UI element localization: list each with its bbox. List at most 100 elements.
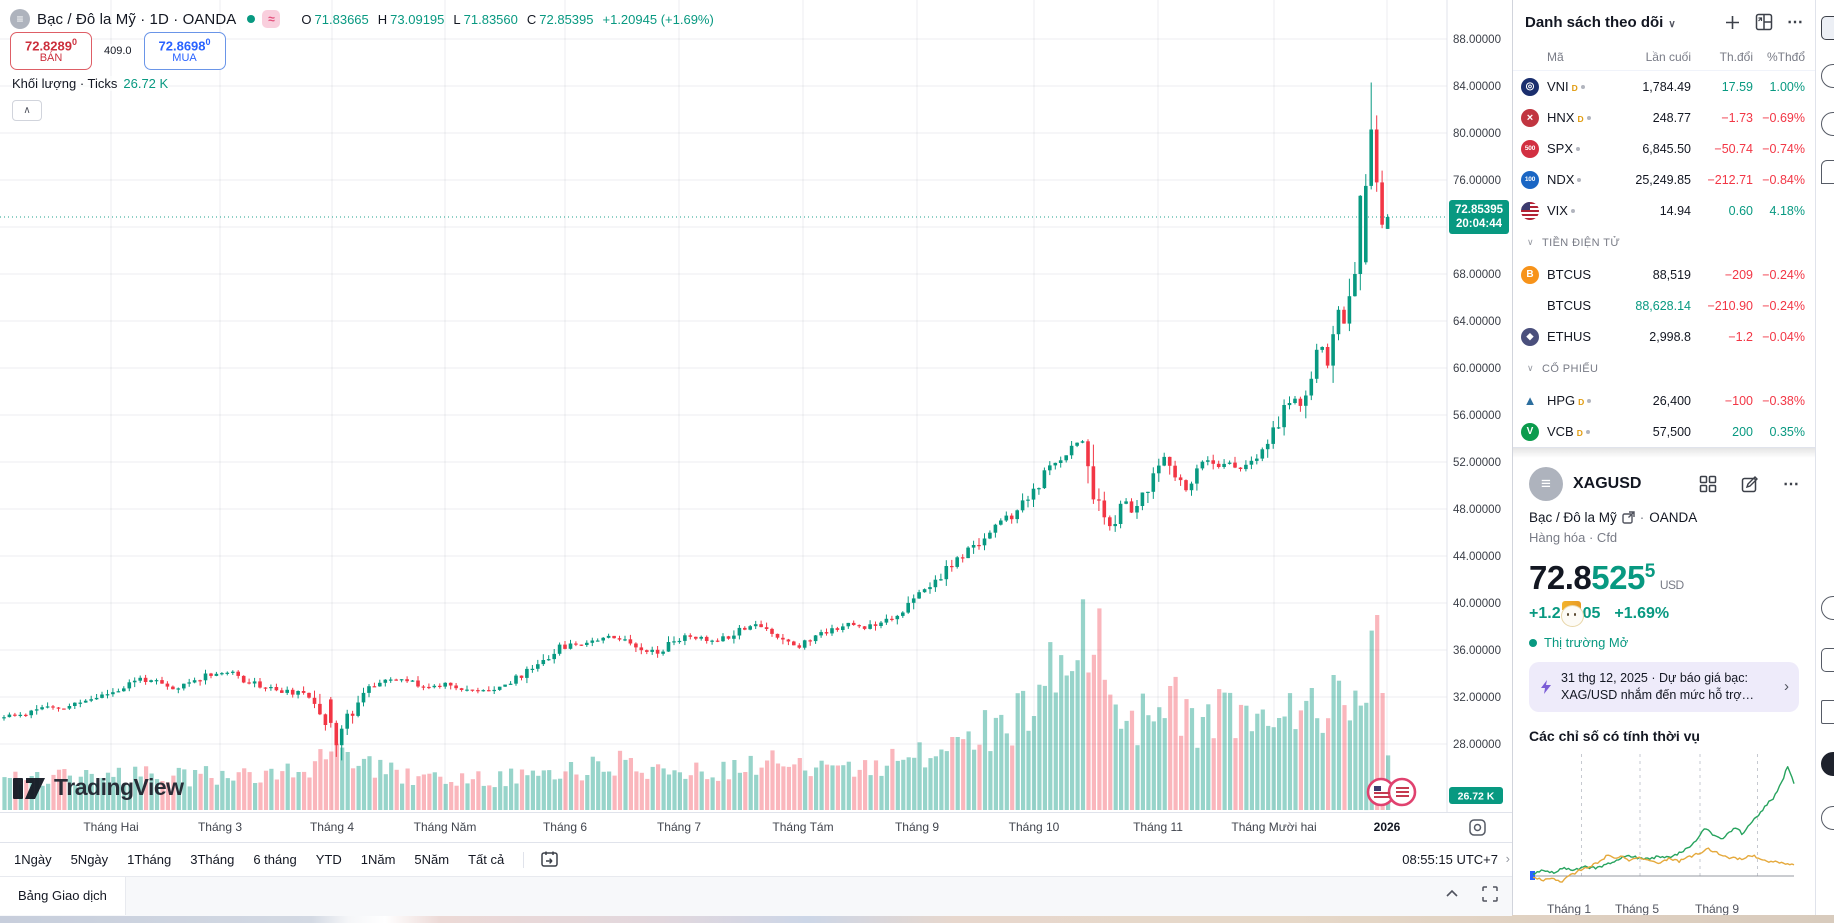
time-axis-label: Tháng Hai: [83, 820, 139, 834]
range-button[interactable]: 1Năm: [360, 852, 396, 867]
watchlist-panel-icon[interactable]: [1821, 16, 1834, 40]
exchange-name: OANDA: [1649, 510, 1698, 525]
watchlist-row[interactable]: × HNX D 248.77 −1.73 −0.69%: [1513, 102, 1815, 133]
range-button[interactable]: 1Ngày: [14, 852, 52, 867]
svg-text:56.00000: 56.00000: [1453, 410, 1501, 422]
chart-region: 88.0000084.0000080.0000076.0000072.00000…: [0, 0, 1512, 916]
status-dot-icon: [1585, 429, 1590, 434]
time-axis-label: Tháng Mười hai: [1231, 820, 1317, 834]
last-price-cell: 57,500: [1652, 424, 1691, 439]
go-to-date-calendar-icon[interactable]: [540, 850, 559, 869]
news-line2: XAG/USD nhắm đến mức hỗ trợ…: [1561, 687, 1755, 702]
server-clock[interactable]: 08:55:15 UTC+7: [1402, 852, 1498, 867]
watchlist-row[interactable]: B BTCUS 88,519 −209 −0.24%: [1513, 259, 1815, 290]
symbol-name[interactable]: Bạc / Đô la Mỹ: [1529, 510, 1617, 525]
ideas-icon[interactable]: [1821, 112, 1834, 136]
panel-collapse-chevron-icon[interactable]: ›: [1505, 851, 1510, 866]
news-icon[interactable]: [1821, 700, 1834, 724]
chevron-up-icon[interactable]: [1444, 886, 1460, 902]
change-cell: −209: [1724, 267, 1753, 282]
price-change: +1.2 05 +1.69%: [1529, 601, 1799, 627]
symbol-title[interactable]: Bạc / Đô la Mỹ · 1D · OANDA: [37, 10, 237, 28]
news-banner[interactable]: 31 thg 12, 2025 · Dự báo giá bạc: XAG/US…: [1529, 662, 1799, 712]
tradingview-logo: TradingView: [12, 770, 184, 804]
ticker-symbol: NDX: [1547, 172, 1615, 187]
watchlist-section-header[interactable]: ∨ CỔ PHIẾU: [1527, 362, 1599, 375]
watchlist-row[interactable]: ▲ HPG D 26,400 −100 −0.38%: [1513, 385, 1815, 416]
last-price-cell: 88,628.14: [1635, 298, 1691, 313]
external-link-icon[interactable]: [1622, 511, 1635, 524]
time-axis-label: Tháng Tám: [772, 820, 834, 834]
range-button[interactable]: 5Năm: [414, 852, 450, 867]
change-cell: −1.73: [1721, 110, 1753, 125]
svg-text:40.00000: 40.00000: [1453, 598, 1501, 610]
ohlc-value: 72.85395: [539, 11, 594, 27]
watchlist-row[interactable]: ◆ ETHUS 2,998.8 −1.2 −0.04%: [1513, 321, 1815, 352]
news-line1: 31 thg 12, 2025 · Dự báo giá bạc:: [1561, 671, 1748, 685]
watchlist-row[interactable]: 100 NDX 25,249.85 −212.71 −0.84%: [1513, 164, 1815, 195]
time-axis-label: Tháng 6: [542, 820, 588, 834]
notes-icon[interactable]: [1821, 648, 1834, 672]
watchlist-title-dropdown[interactable]: Danh sách theo dõi ∨: [1525, 13, 1676, 31]
watchlist-row[interactable]: ◎ VNI D 1,784.49 17.59 1.00%: [1513, 71, 1815, 102]
svg-text:68.00000: 68.00000: [1453, 269, 1501, 281]
more-options-icon[interactable]: ⋯: [1783, 476, 1799, 493]
range-button[interactable]: 6 tháng: [253, 852, 297, 867]
change-pct-cell: −0.24%: [1762, 267, 1805, 282]
hpg-ticker-icon: ▲: [1523, 393, 1537, 408]
range-toolbar: 1Ngày 5Ngày 1Tháng 3Tháng 6 tháng YTD 1Năm 5Năm…: [0, 842, 1512, 876]
last-price-cell: 26,400: [1652, 393, 1691, 408]
ticker-symbol: VIX: [1547, 203, 1615, 218]
range-button[interactable]: 1Tháng: [127, 852, 172, 867]
trading-panel-tab[interactable]: Bảng Giao dịch: [0, 877, 126, 915]
candlestick-chart[interactable]: 88.0000084.0000080.0000076.0000072.00000…: [0, 0, 1512, 812]
chevron-down-icon: ∨: [1668, 18, 1676, 30]
svg-text:48.00000: 48.00000: [1453, 504, 1501, 516]
market-open-dot-icon: [247, 15, 256, 23]
ideas-badge-icon[interactable]: ≈: [262, 10, 281, 28]
watchlist-row[interactable]: VIX 14.94 0.60 4.18%: [1513, 195, 1815, 226]
panel-layout-icon[interactable]: [1755, 13, 1773, 31]
chevron-down-icon: ∨: [1527, 363, 1534, 373]
volume-indicator-row[interactable]: Khối lượng · Ticks 26.72 K: [12, 76, 169, 91]
watchlist-row[interactable]: V VCB D 57,500 200 0.35%: [1513, 416, 1815, 447]
spread-value: 409.0: [101, 44, 135, 58]
alerts-clock-icon[interactable]: [1821, 64, 1834, 88]
more-options-icon[interactable]: ⋯: [1787, 14, 1803, 31]
time-axis-label: Tháng 10: [1008, 820, 1060, 834]
time-axis[interactable]: Tháng Hai Tháng 3 Tháng 4 Tháng Năm Tháng 6 T…: [0, 812, 1512, 843]
symbol-detail-panel: ≡ XAGUSD ⋯ Bạc / Đô la Mỹ · OANDA Hàng h…: [1513, 458, 1815, 916]
range-button[interactable]: 5Ngày: [70, 852, 109, 867]
seasonal-chart[interactable]: Tháng 1 Tháng 5 Tháng 9: [1529, 750, 1799, 916]
range-button[interactable]: 3Tháng: [190, 852, 235, 867]
btc2-ticker-icon: B: [1527, 301, 1533, 310]
range-button[interactable]: YTD: [315, 852, 342, 867]
range-button[interactable]: Tất cả: [468, 852, 505, 867]
grid-view-icon[interactable]: [1699, 475, 1717, 493]
add-symbol-icon[interactable]: [1724, 14, 1741, 31]
time-axis-label: Tháng 4: [309, 820, 355, 834]
last-price-cell: 25,249.85: [1635, 172, 1691, 187]
last-price-cell: 6,845.50: [1642, 141, 1691, 156]
watchlist-section-header[interactable]: ∨ TIỀN ĐIỆN TỬ: [1527, 236, 1621, 249]
watchlist-row[interactable]: 500 SPX 6,845.50 −50.74 −0.74%: [1513, 133, 1815, 164]
fullscreen-icon[interactable]: [1482, 886, 1498, 902]
help-icon[interactable]: [1821, 806, 1834, 830]
assistant-icon[interactable]: [1821, 752, 1834, 776]
time-axis-label: Tháng 11: [1133, 820, 1183, 834]
ticker-symbol: HNX D: [1547, 110, 1615, 125]
btc-ticker-icon: B: [1521, 265, 1539, 284]
svg-text:80.00000: 80.00000: [1453, 128, 1501, 140]
watchlist-row[interactable]: B BTCUS 88,628.14 −210.90 −0.24%: [1513, 290, 1815, 321]
last-price-cell: 1,784.49: [1642, 79, 1691, 94]
buy-button[interactable]: 72.86980 MUA: [143, 32, 226, 70]
ticker-symbol: BTCUS: [1547, 298, 1592, 313]
time-axis-settings-icon[interactable]: [1469, 819, 1486, 836]
change-value: +1.20945 (+1.69%): [602, 11, 714, 27]
chevron-right-icon: ›: [1784, 678, 1789, 696]
pane-collapse-button[interactable]: ∧: [12, 100, 42, 121]
sell-button[interactable]: 72.82890 BÁN: [10, 32, 92, 70]
chat-icon[interactable]: [1821, 160, 1834, 184]
refresh-icon[interactable]: [1821, 596, 1834, 620]
edit-note-icon[interactable]: [1741, 475, 1759, 493]
